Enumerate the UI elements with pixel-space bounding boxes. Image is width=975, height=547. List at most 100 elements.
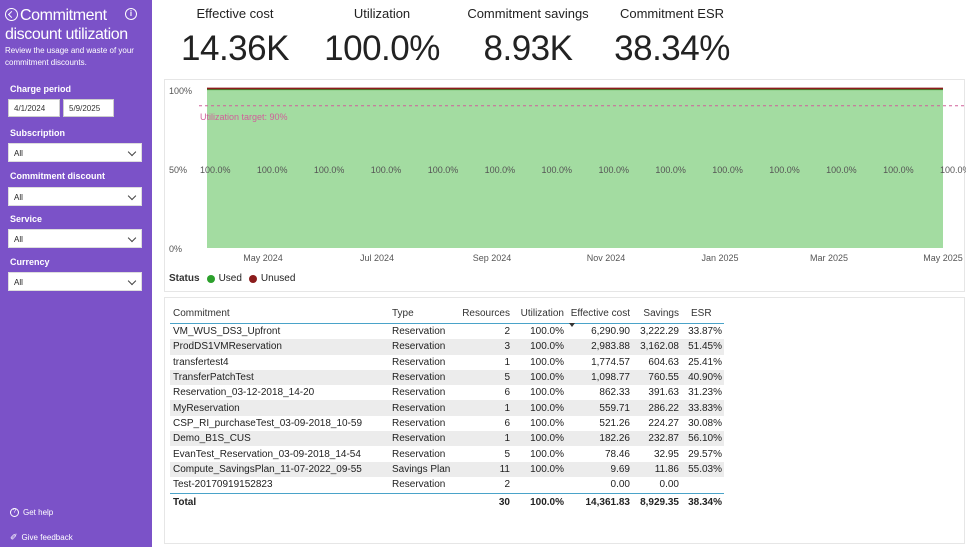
cell-commitment: VM_WUS_DS3_Upfront: [173, 326, 281, 338]
data-label: 100.0%: [769, 165, 800, 175]
cell-resources: 6: [504, 387, 510, 399]
kpi-value: 14.36K: [181, 29, 289, 68]
header-esr[interactable]: ESR: [691, 308, 712, 319]
start-date-input[interactable]: 4/1/2024: [8, 99, 60, 117]
cell-utilization: 100.0%: [530, 448, 564, 460]
cell-resources: 1: [504, 356, 510, 368]
header-utilization[interactable]: Utilization: [520, 308, 564, 319]
cell-savings: 3,162.08: [640, 341, 679, 353]
data-label: 100.0%: [485, 165, 516, 175]
cell-utilization: 100.0%: [530, 372, 564, 384]
utilization-chart-svg: 100% 50% 0% Utilization target: 90% 100.0%…: [169, 86, 966, 263]
cell-savings: 11.86: [654, 463, 679, 475]
give-feedback-link[interactable]: ✐ Give feedback: [10, 532, 73, 542]
header-savings[interactable]: Savings: [643, 308, 679, 319]
x-tick-label: Sep 2024: [473, 253, 512, 263]
cell-effective-cost: 1,774.57: [591, 356, 630, 368]
legend-used-label[interactable]: Used: [218, 273, 242, 284]
service-label: Service: [10, 214, 43, 224]
table-row[interactable]: Compute_SavingsPlan_11-07-2022_09-55 Savi…: [170, 461, 724, 477]
cell-type: Reservation: [392, 326, 446, 338]
total-resources: 30: [498, 496, 510, 508]
cell-type: Reservation: [392, 372, 446, 384]
table-row[interactable]: Test-20170919152823 Reservation 2 0.00 0.00: [170, 477, 724, 492]
table-row[interactable]: CSP_RI_purchaseTest_03-09-2018_10-59 Rese…: [170, 416, 724, 431]
cell-savings: 604.63: [648, 356, 679, 368]
table-row[interactable]: MyReservation Reservation 1 100.0% 559.71 286…: [170, 400, 724, 416]
data-label: 100.0%: [655, 165, 686, 175]
table-row[interactable]: Demo_B1S_CUS Reservation 1 100.0% 182.26 232.…: [170, 431, 724, 447]
used-area: [207, 90, 943, 248]
table-total-row: Total 30 100.0% 14,361.83 8,929.35 38.34…: [170, 493, 724, 510]
commitment-discount-label: Commitment discount: [10, 171, 106, 181]
cell-commitment: EvanTest_Reservation_03-09-2018_14-54: [173, 448, 361, 460]
cell-utilization: 100.0%: [530, 387, 564, 399]
cell-effective-cost: 521.26: [599, 417, 630, 429]
commitment-discount-dropdown[interactable]: All: [8, 187, 142, 206]
subscription-dropdown[interactable]: All: [8, 143, 142, 162]
cell-resources: 5: [504, 372, 510, 384]
data-label: 100.0%: [257, 165, 288, 175]
header-type[interactable]: Type: [392, 308, 414, 319]
chart-legend: Status Used Unused: [169, 273, 295, 284]
commitment-table: Commitment Type Resources Utilization Ef…: [170, 304, 724, 510]
legend-unused-label[interactable]: Unused: [260, 273, 296, 284]
total-effective-cost: 14,361.83: [585, 496, 631, 508]
total-label: Total: [173, 496, 197, 508]
feedback-icon: ✐: [10, 532, 18, 542]
table-row[interactable]: TransferPatchTest Reservation 5 100.0% 1,098…: [170, 369, 724, 386]
cell-type: Reservation: [392, 356, 446, 368]
table-row[interactable]: transfertest4 Reservation 1 100.0% 1,774.57 6…: [170, 355, 724, 370]
cell-effective-cost: 182.26: [599, 433, 630, 445]
charge-period-label: Charge period: [10, 84, 72, 94]
cell-utilization: 100.0%: [530, 326, 564, 338]
data-label: 100.0%: [542, 165, 573, 175]
get-help-link[interactable]: ? Get help: [10, 508, 53, 517]
cell-type: Reservation: [392, 387, 446, 399]
cell-resources: 1: [504, 402, 510, 414]
total-utilization: 100.0%: [530, 496, 564, 508]
header-resources[interactable]: Resources: [462, 308, 510, 319]
x-tick-label: Mar 2025: [810, 253, 848, 263]
cell-effective-cost: 6,290.90: [591, 326, 630, 338]
kpi-label: Utilization: [353, 6, 411, 21]
header-commitment[interactable]: Commitment: [173, 308, 230, 319]
cell-commitment: MyReservation: [173, 402, 240, 414]
cell-resources: 6: [504, 417, 510, 429]
end-date-input[interactable]: 5/9/2025: [63, 99, 114, 117]
cell-effective-cost: 2,983.88: [591, 341, 630, 353]
cell-resources: 2: [504, 479, 510, 491]
utilization-chart[interactable]: 100% 50% 0% Utilization target: 90% 100.0%…: [164, 79, 966, 292]
data-label: 100.0%: [428, 165, 459, 175]
table-row[interactable]: EvanTest_Reservation_03-09-2018_14-54 Res…: [170, 446, 724, 461]
data-label: 100.0%: [314, 165, 345, 175]
cell-type: Reservation: [392, 433, 446, 445]
cell-esr: 31.23%: [688, 387, 722, 399]
cell-utilization: 100.0%: [530, 356, 564, 368]
currency-dropdown[interactable]: All: [8, 272, 142, 291]
cell-savings: 232.87: [648, 433, 679, 445]
cell-effective-cost: 862.33: [599, 387, 630, 399]
header-effective-cost[interactable]: Effective cost: [566, 308, 632, 327]
back-arrow-icon[interactable]: [5, 8, 18, 21]
data-label: 100.0%: [883, 165, 914, 175]
x-tick-label: May 2024: [243, 253, 283, 263]
info-icon[interactable]: i: [125, 8, 137, 20]
table-row[interactable]: Reservation_03-12-2018_14-20 Reservation 6…: [170, 385, 724, 400]
cell-esr: 25.41%: [688, 356, 722, 368]
cell-commitment: Reservation_03-12-2018_14-20: [173, 387, 315, 399]
cell-effective-cost: 1,098.77: [591, 372, 630, 384]
table-row[interactable]: VM_WUS_DS3_Upfront Reservation 2 100.0% 6,29…: [170, 324, 724, 339]
data-label: 100.0%: [712, 165, 743, 175]
cell-commitment: Compute_SavingsPlan_11-07-2022_09-55: [173, 463, 362, 475]
kpi-value: 100.0%: [324, 29, 440, 68]
cell-commitment: transfertest4: [173, 356, 229, 368]
x-tick-label: Jul 2024: [360, 253, 394, 263]
table-row[interactable]: ProdDS1VMReservation Reservation 3 100.0% 2,…: [170, 339, 724, 355]
page-description: Review the usage and waste of your commi…: [5, 46, 134, 67]
cell-savings: 32.95: [653, 448, 679, 460]
cell-type: Reservation: [392, 402, 446, 414]
service-dropdown[interactable]: All: [8, 229, 142, 248]
cell-savings: 224.27: [648, 417, 679, 429]
cell-savings: 286.22: [648, 402, 679, 414]
